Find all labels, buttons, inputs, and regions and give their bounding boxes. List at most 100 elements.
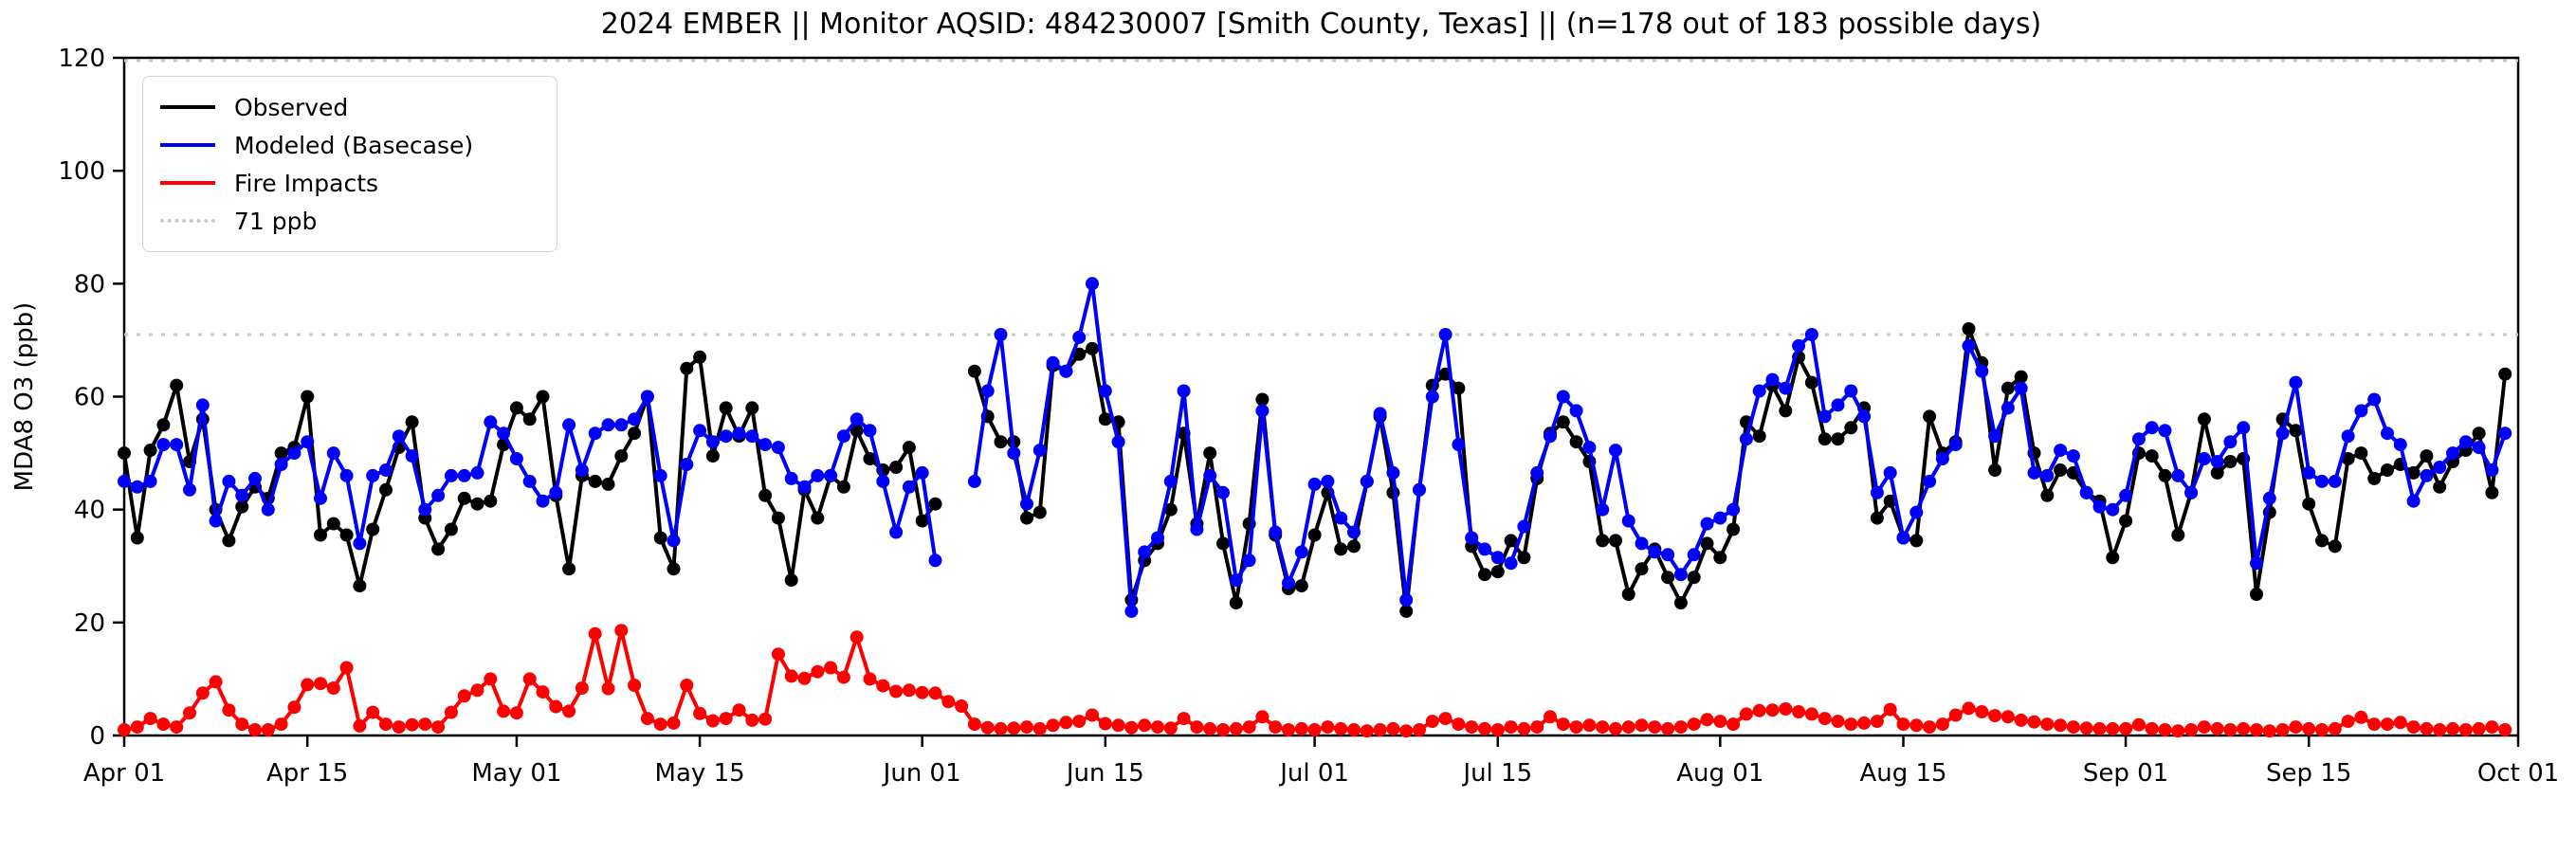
data-point <box>235 488 249 502</box>
data-point <box>470 465 484 480</box>
data-point <box>693 424 707 438</box>
data-point <box>588 626 602 641</box>
series-line <box>123 281 2508 613</box>
data-point <box>522 672 537 686</box>
data-point <box>1163 474 1178 488</box>
data-point <box>2145 721 2159 735</box>
data-point <box>2446 446 2459 461</box>
data-point <box>1779 702 1793 716</box>
data-point <box>222 474 236 488</box>
data-point <box>1804 707 1818 721</box>
data-point <box>1242 554 1256 568</box>
data-point <box>1857 409 1872 424</box>
data-point <box>1203 721 1217 735</box>
data-point <box>2158 723 2172 736</box>
legend-label: Modeled (Basecase) <box>234 131 474 159</box>
data-point <box>2485 463 2499 477</box>
data-point <box>405 449 419 463</box>
data-point <box>2145 449 2159 463</box>
data-point <box>1804 375 1818 390</box>
x-tick-label: Jun 01 <box>882 759 961 788</box>
data-point <box>2354 446 2368 461</box>
data-point <box>2328 721 2342 735</box>
data-point <box>1138 545 1152 559</box>
data-point <box>1072 715 1087 729</box>
data-point <box>1269 525 1283 539</box>
data-point <box>143 444 157 458</box>
data-point <box>2458 435 2473 449</box>
data-point <box>1360 724 1374 738</box>
data-point <box>1831 715 1845 729</box>
data-point <box>784 471 798 485</box>
data-point <box>1321 474 1335 488</box>
y-tick-label: 120 <box>58 45 105 73</box>
data-point <box>274 458 288 471</box>
data-point <box>1765 703 1780 717</box>
data-point <box>1282 723 1295 736</box>
data-point <box>2237 721 2251 735</box>
data-point <box>1517 551 1531 565</box>
data-point <box>274 717 288 732</box>
data-point <box>1490 551 1505 565</box>
data-point <box>1504 720 1518 735</box>
data-point <box>2420 468 2434 482</box>
data-point <box>222 534 236 548</box>
data-point <box>614 449 629 463</box>
data-point <box>2406 720 2421 735</box>
data-point <box>1530 465 1544 480</box>
data-point <box>301 678 315 692</box>
data-point <box>2367 392 2382 407</box>
data-point <box>1307 723 1322 736</box>
data-point <box>980 720 995 735</box>
data-point <box>1857 716 1872 730</box>
data-point <box>771 511 785 525</box>
data-point <box>2079 485 2093 499</box>
data-point <box>1294 579 1308 593</box>
data-point <box>994 328 1008 341</box>
data-point <box>1726 502 1741 517</box>
data-point <box>1621 588 1635 601</box>
data-point <box>2197 452 2211 465</box>
data-point <box>2367 471 2382 485</box>
data-point <box>1517 519 1531 534</box>
data-point <box>2040 717 2055 732</box>
data-point <box>601 477 615 491</box>
data-point <box>1831 398 1845 412</box>
y-axis: 0 20 40 60 80 100 120 MDA8 O3 (ppb) <box>10 45 124 751</box>
data-point <box>1635 718 1649 733</box>
data-point <box>2328 539 2342 554</box>
data-point <box>156 717 171 732</box>
data-point <box>536 494 550 508</box>
data-point <box>771 441 785 455</box>
data-point <box>2054 718 2068 733</box>
data-point <box>509 706 523 720</box>
x-tick-label: Aug 15 <box>1859 759 1946 788</box>
data-point <box>1556 390 1570 404</box>
data-point <box>1530 720 1544 735</box>
data-point <box>1465 720 1479 735</box>
data-point <box>824 468 838 482</box>
x-tick-label: May 15 <box>655 759 745 788</box>
data-point <box>118 723 131 736</box>
data-point <box>130 720 144 735</box>
y-tick-label: 80 <box>74 270 105 299</box>
data-point <box>1190 720 1204 735</box>
data-point <box>2171 468 2185 482</box>
data-point <box>1792 705 1806 718</box>
y-tick-label: 20 <box>74 609 105 638</box>
data-point <box>2485 485 2499 499</box>
data-point <box>1870 485 1884 499</box>
data-point <box>1229 721 1243 735</box>
data-point <box>1818 409 1832 424</box>
data-point <box>1609 721 1622 735</box>
data-point <box>771 647 785 662</box>
data-point <box>2250 556 2263 571</box>
data-point <box>1007 721 1021 735</box>
data-point <box>2106 551 2120 565</box>
data-point <box>1700 536 1714 551</box>
reference-lines <box>124 59 2518 336</box>
data-point <box>1673 596 1688 609</box>
data-point <box>2145 421 2159 435</box>
data-point <box>784 669 798 683</box>
data-point <box>1988 709 2002 723</box>
